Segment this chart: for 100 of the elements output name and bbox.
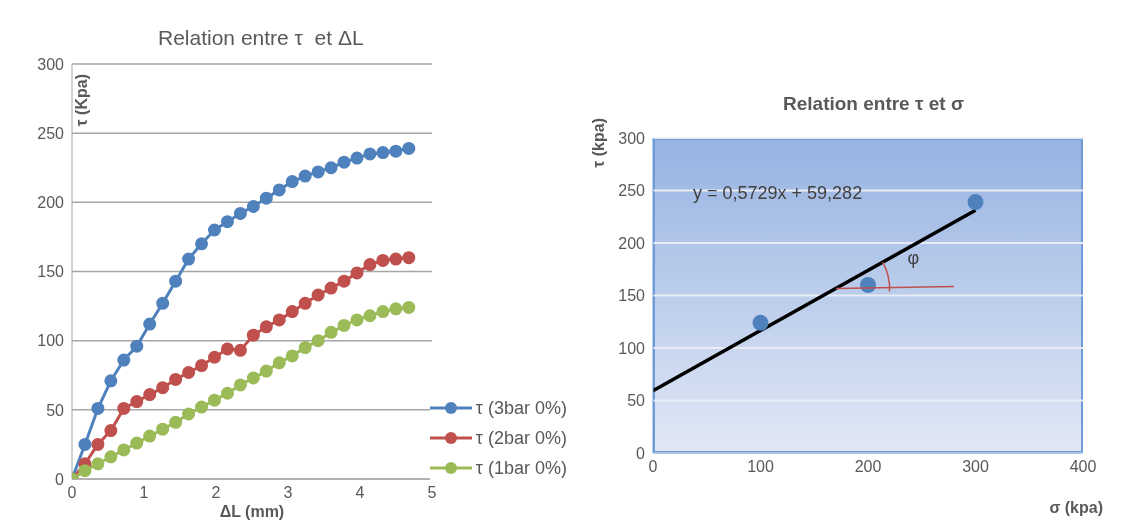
point <box>220 215 234 229</box>
y-tick-label: 300 <box>618 129 646 147</box>
point <box>104 424 118 438</box>
point <box>117 353 131 367</box>
point <box>389 302 403 316</box>
legend-label: τ (2bar 0%) <box>475 427 567 449</box>
point <box>233 378 247 392</box>
point <box>233 343 247 357</box>
point <box>363 258 377 272</box>
point <box>272 183 286 197</box>
point <box>272 313 286 327</box>
point <box>376 146 390 160</box>
x-tick-label: 0 <box>648 458 658 476</box>
point <box>285 305 299 319</box>
point <box>246 199 260 213</box>
y-tick-label: 200 <box>37 194 65 212</box>
point <box>91 401 105 415</box>
x-tick-label: 3 <box>283 484 293 502</box>
y-tick-label: 150 <box>618 287 646 305</box>
point <box>208 393 221 407</box>
point <box>285 349 299 363</box>
point <box>402 300 416 314</box>
point <box>752 314 769 331</box>
point <box>363 147 377 161</box>
y-tick-label: 200 <box>618 234 646 252</box>
point <box>389 252 403 266</box>
x-tick-label: 1 <box>139 484 149 502</box>
point <box>182 365 196 379</box>
point <box>311 288 325 302</box>
point <box>402 141 416 155</box>
point <box>156 422 170 436</box>
x-tick-label: 100 <box>747 458 774 476</box>
point <box>104 450 118 464</box>
point <box>324 281 338 295</box>
y-tick-label: 250 <box>37 124 65 142</box>
point <box>208 350 221 364</box>
point <box>220 386 234 400</box>
y-axis-title: τ (Kpa) <box>73 74 91 127</box>
annotation: y = 0,5729x + 59,282 <box>693 183 863 204</box>
point <box>298 341 312 355</box>
point <box>78 437 92 451</box>
point <box>208 223 221 237</box>
point <box>195 400 209 414</box>
point <box>143 317 157 331</box>
y-tick-label: 100 <box>37 332 65 350</box>
point <box>259 320 273 334</box>
point <box>156 381 170 395</box>
point <box>350 151 364 165</box>
x-tick-label: 300 <box>962 458 989 476</box>
x-tick-label: 400 <box>1069 458 1097 476</box>
legend-label: τ (3bar 0%) <box>475 397 567 419</box>
y-tick-label: 0 <box>55 470 65 488</box>
point <box>324 325 338 339</box>
point <box>233 206 247 220</box>
legend-label: τ (1bar 0%) <box>475 457 567 479</box>
y-tick-label: 250 <box>618 182 646 200</box>
y-tick-label: 50 <box>627 392 646 410</box>
point <box>337 274 351 288</box>
y-tick-label: 0 <box>636 444 646 462</box>
point <box>324 161 338 175</box>
chart-title: Relation entre τ et ΔL <box>158 26 364 50</box>
point <box>156 296 170 310</box>
annotation: φ <box>907 248 920 270</box>
point <box>337 155 351 169</box>
point <box>195 359 209 373</box>
point <box>337 318 351 332</box>
point <box>259 364 273 378</box>
point <box>169 274 183 288</box>
x-tick-label: 2 <box>211 484 221 502</box>
point <box>78 464 92 478</box>
point <box>182 252 196 266</box>
point <box>91 457 105 471</box>
point <box>402 251 416 265</box>
x-axis-title: ΔL (mm) <box>219 503 285 520</box>
chart-title: Relation entre τ et σ <box>783 93 964 115</box>
point <box>130 339 144 353</box>
y-tick-label: 100 <box>618 339 646 357</box>
y-tick-label: 150 <box>37 263 65 281</box>
point <box>298 296 312 310</box>
point <box>285 175 299 189</box>
x-axis-title: σ (kpa) <box>1049 499 1103 516</box>
point <box>350 266 364 280</box>
point <box>350 313 364 327</box>
point <box>259 191 273 205</box>
x-tick-label: 0 <box>67 484 77 502</box>
point <box>143 388 157 402</box>
point <box>389 144 403 158</box>
x-tick-label: 4 <box>355 484 365 502</box>
point <box>220 342 234 356</box>
y-tick-label: 300 <box>37 55 65 73</box>
y-axis-title: τ (kpa) <box>590 118 608 168</box>
point <box>246 328 260 342</box>
point <box>376 253 390 267</box>
point <box>104 374 118 388</box>
x-tick-label: 200 <box>854 458 882 476</box>
point <box>246 371 260 385</box>
point <box>363 309 377 323</box>
point <box>130 436 144 450</box>
point <box>311 334 325 348</box>
point <box>195 237 209 251</box>
